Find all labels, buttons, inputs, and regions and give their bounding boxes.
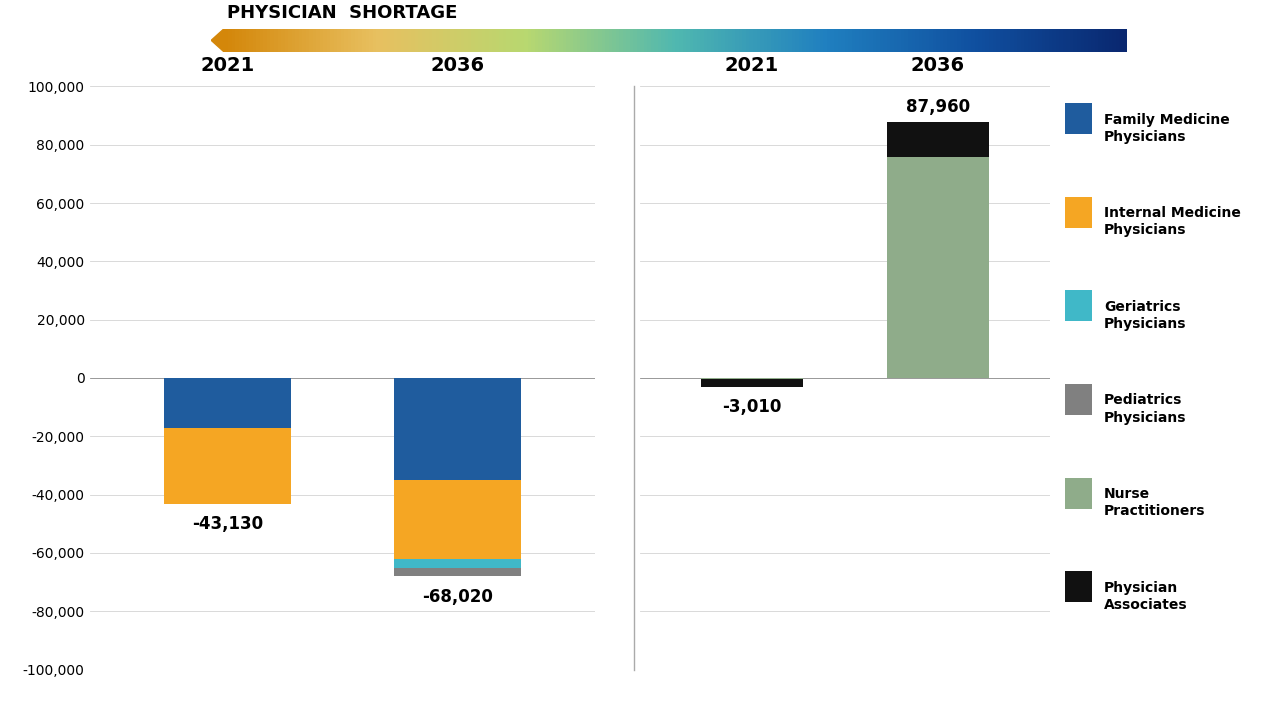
Text: -3,010: -3,010 <box>722 398 781 416</box>
Bar <box>394 378 521 480</box>
Text: Pediatrics
Physicians: Pediatrics Physicians <box>1103 393 1187 425</box>
Bar <box>164 428 291 504</box>
Bar <box>394 480 521 559</box>
Text: 87,960: 87,960 <box>906 98 970 116</box>
Text: Geriatrics
Physicians: Geriatrics Physicians <box>1103 300 1187 331</box>
Text: -68,020: -68,020 <box>422 588 493 606</box>
Bar <box>394 567 521 576</box>
Text: Internal Medicine
Physicians: Internal Medicine Physicians <box>1103 206 1240 238</box>
Bar <box>887 122 989 156</box>
Text: PRIMARY CARE
PHYSICIAN  SHORTAGE: PRIMARY CARE PHYSICIAN SHORTAGE <box>228 0 457 22</box>
Bar <box>1065 477 1092 508</box>
Bar <box>1065 571 1092 602</box>
Bar <box>1065 290 1092 321</box>
Bar <box>1065 197 1092 228</box>
Bar <box>1065 103 1092 134</box>
Polygon shape <box>211 29 224 52</box>
Text: Physician
Associates: Physician Associates <box>1103 580 1188 612</box>
Bar <box>164 378 291 428</box>
Bar <box>700 378 803 379</box>
Bar <box>700 379 803 387</box>
Text: Nurse
Practitioners: Nurse Practitioners <box>1103 487 1206 518</box>
Bar <box>887 156 989 378</box>
Text: -43,130: -43,130 <box>192 516 264 534</box>
Bar <box>1065 384 1092 415</box>
Text: 2021: 2021 <box>201 55 255 75</box>
Bar <box>394 559 521 567</box>
Text: 2036: 2036 <box>430 55 484 75</box>
Text: 2036: 2036 <box>911 55 965 75</box>
Text: Family Medicine
Physicians: Family Medicine Physicians <box>1103 112 1230 144</box>
Text: 2021: 2021 <box>724 55 778 75</box>
